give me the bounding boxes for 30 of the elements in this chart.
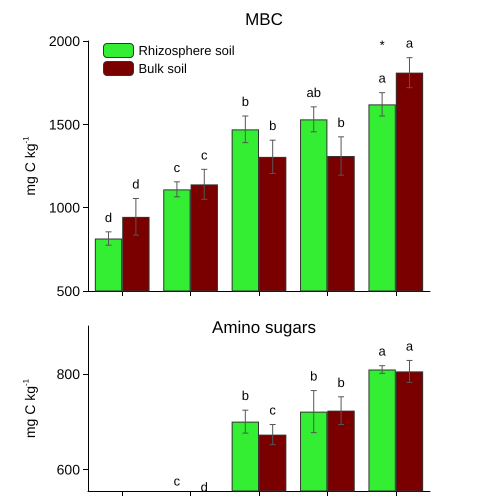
data-label: b [337,374,345,390]
data-label: b [310,368,318,384]
annotation: * [380,38,385,52]
y-tick-label: 600 [56,461,80,478]
y-tick-label: 2000 [48,33,80,49]
data-label: b [337,114,345,130]
data-label: d [104,210,112,225]
annotation: c [174,474,181,488]
legend-label: Rhizosphere soil [138,43,235,58]
data-label: a [378,344,387,359]
data-label: a [378,70,387,86]
data-label: ab [306,84,321,100]
y-axis-title: mg C kg-1 [22,136,38,196]
chart-title: Amino sugars [212,318,316,337]
y-tick-label: 1500 [48,116,80,132]
legend-label: Bulk soil [138,61,188,76]
data-label: b [242,388,249,404]
data-label: a [406,338,414,354]
chart-title: MBC [245,10,283,29]
y-tick-label: 500 [56,283,80,299]
data-label: d [132,176,140,192]
y-tick-label: 800 [56,366,80,382]
data-label: a [406,36,414,51]
data-label: c [174,160,181,175]
y-axis-title: mg C kg-1 [22,378,38,438]
y-tick-label: 1000 [48,200,80,216]
data-label: b [242,94,249,109]
data-label: c [269,402,276,418]
data-label: c [201,147,208,162]
data-label: b [269,118,276,134]
